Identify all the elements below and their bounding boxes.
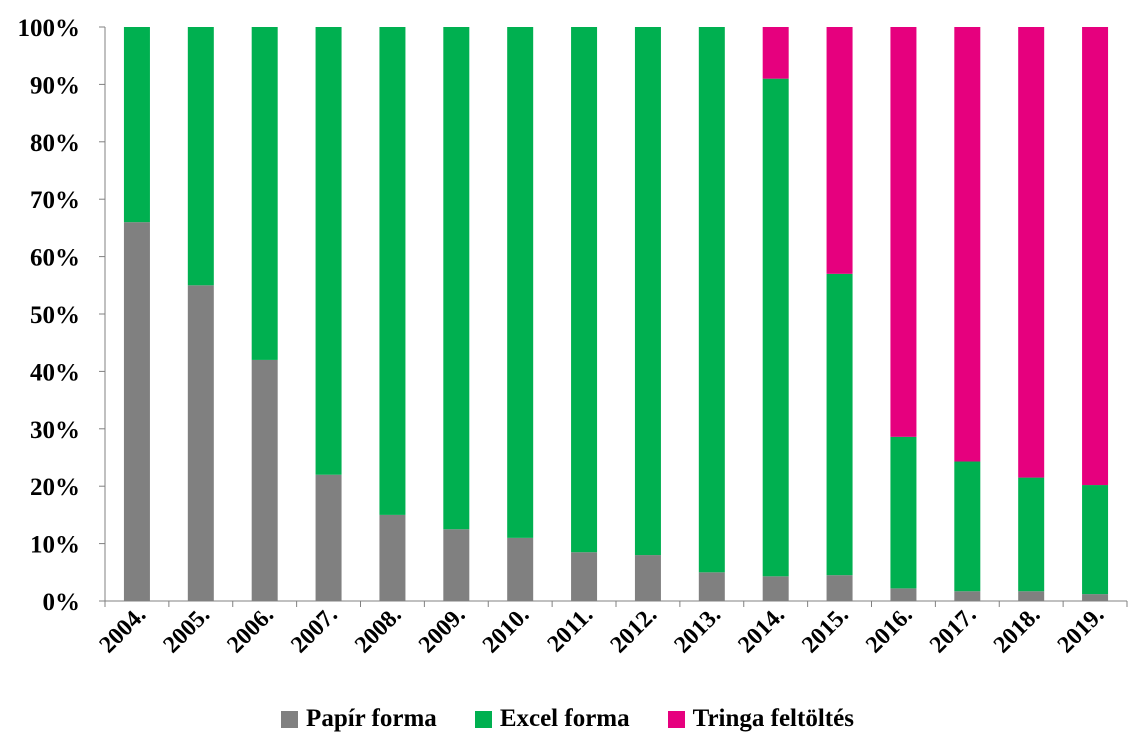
bar-segment-excel <box>187 27 214 286</box>
bar-segment-papir <box>634 555 661 601</box>
legend-item: Papír forma <box>281 705 437 733</box>
legend: Papír forma Excel forma Tringa feltöltés <box>0 701 1135 737</box>
bar-segment-excel <box>443 27 470 530</box>
bar-segment-excel <box>1018 477 1045 592</box>
legend-item: Tringa feltöltés <box>667 705 854 733</box>
bar-segment-excel <box>698 27 725 573</box>
bar-segment-excel <box>954 461 981 592</box>
y-tick-label: 30% <box>30 417 80 444</box>
bar-segment-tringa <box>762 27 789 79</box>
x-tick-label: 2017. <box>925 602 982 659</box>
bar-segment-papir <box>954 591 981 601</box>
bar-segment-excel <box>251 27 278 360</box>
bar-segment-papir <box>379 514 406 601</box>
y-tick-label: 20% <box>30 474 80 501</box>
bar-segment-excel <box>379 27 406 515</box>
bar-segment-tringa <box>1018 27 1045 478</box>
legend-label: Papír forma <box>306 705 437 732</box>
bar-segment-excel <box>1082 485 1109 595</box>
x-tick-label: 2010. <box>478 602 535 659</box>
x-tick-label: 2004. <box>95 602 152 659</box>
y-tick-label: 80% <box>30 130 80 157</box>
x-tick-label: 2016. <box>861 602 918 659</box>
bar-segment-papir <box>571 552 598 601</box>
y-tick-label: 0% <box>43 589 81 616</box>
x-tick-label: 2009. <box>414 602 471 659</box>
legend-label: Excel forma <box>499 705 630 732</box>
legend-swatch <box>474 710 492 728</box>
y-tick-label: 70% <box>30 187 80 214</box>
bar-segment-excel <box>571 27 598 553</box>
y-tick-label: 50% <box>30 302 80 329</box>
y-tick-label: 90% <box>30 72 80 99</box>
bar-segment-excel <box>762 78 789 577</box>
x-tick-label: 2012. <box>606 602 663 659</box>
bar-segment-tringa <box>1082 27 1109 486</box>
x-tick-label: 2015. <box>797 602 854 659</box>
x-tick-label: 2018. <box>989 602 1046 659</box>
stacked-bar-chart: 0%10%20%30%40%50%60%70%80%90%100% 2004. 2… <box>18 15 1128 659</box>
bar-segment-papir <box>762 576 789 601</box>
bar-segment-papir <box>315 474 342 601</box>
x-tick-label: 2008. <box>350 602 407 659</box>
y-axis: 0% 10% 20% 30% 40% 50% 60% 70% 80% 90% 100% <box>18 15 106 616</box>
x-tick-label: 2019. <box>1053 602 1110 659</box>
x-tick-label: 2005. <box>158 602 215 659</box>
x-tick-label: 2007. <box>286 602 343 659</box>
bar-segment-papir <box>123 222 150 601</box>
bars <box>123 27 1109 601</box>
legend-label: Tringa feltöltés <box>692 705 854 732</box>
bar-segment-papir <box>698 572 725 601</box>
bar-segment-tringa <box>826 27 853 274</box>
bar-segment-tringa <box>890 27 917 437</box>
bar-segment-excel <box>507 27 534 538</box>
bar-segment-excel <box>123 27 150 223</box>
x-tick-label: 2011. <box>543 602 599 658</box>
bar-segment-papir <box>251 359 278 601</box>
y-tick-label: 40% <box>30 359 80 386</box>
bar-segment-papir <box>1082 594 1109 601</box>
bar-segment-excel <box>826 273 853 576</box>
y-tick-label: 60% <box>30 245 80 272</box>
y-tick-label: 10% <box>30 532 80 559</box>
x-tick-label: 2014. <box>733 602 790 659</box>
bar-segment-papir <box>443 529 470 601</box>
bar-segment-excel <box>890 436 917 589</box>
bar-segment-excel <box>634 27 661 556</box>
legend-item: Excel forma <box>474 705 630 733</box>
x-axis: 2004. 2005. 2006. 2007. 2008. 2009. 2010. 2011.… <box>95 600 1128 659</box>
bar-segment-papir <box>1018 591 1045 601</box>
bar-segment-excel <box>315 27 342 475</box>
bar-segment-papir <box>507 537 534 601</box>
bar-segment-papir <box>826 575 853 601</box>
bar-segment-tringa <box>954 27 981 462</box>
x-tick-label: 2006. <box>222 602 279 659</box>
legend-swatch <box>667 710 685 728</box>
y-tick-label: 100% <box>18 15 81 42</box>
x-tick-label: 2013. <box>669 602 726 659</box>
legend-swatch <box>281 710 299 728</box>
bar-segment-papir <box>187 285 214 601</box>
bar-segment-papir <box>890 588 917 601</box>
